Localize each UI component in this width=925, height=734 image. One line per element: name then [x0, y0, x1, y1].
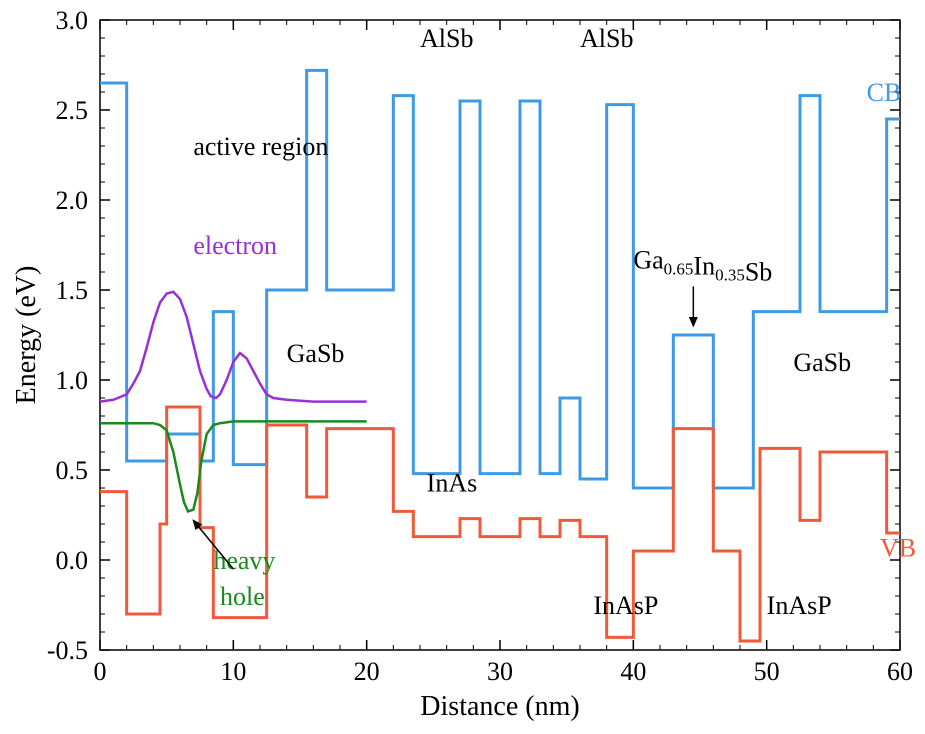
- svg-text:1.5: 1.5: [56, 276, 89, 305]
- svg-text:active region: active region: [193, 132, 328, 161]
- svg-text:0: 0: [94, 657, 107, 686]
- svg-text:InAs: InAs: [427, 469, 478, 498]
- svg-text:0.5: 0.5: [56, 456, 89, 485]
- svg-text:30: 30: [487, 657, 513, 686]
- svg-text:CB: CB: [867, 78, 902, 107]
- svg-text:2.0: 2.0: [56, 186, 89, 215]
- svg-text:2.5: 2.5: [56, 96, 89, 125]
- band-diagram-chart: 0 10 20 30 40 50 60 -0.5 0.0 0.5 1.0 1.5 2.0 2.5 3.0 Di…: [0, 0, 925, 734]
- svg-text:GaSb: GaSb: [287, 339, 345, 368]
- svg-text:AlSb: AlSb: [580, 24, 633, 53]
- svg-text:10: 10: [220, 657, 246, 686]
- svg-text:electron: electron: [193, 231, 277, 260]
- svg-text:50: 50: [754, 657, 780, 686]
- svg-text:GaSb: GaSb: [793, 348, 851, 377]
- svg-text:Energy (eV): Energy (eV): [11, 266, 42, 405]
- svg-text:3.0: 3.0: [56, 6, 89, 35]
- svg-text:VB: VB: [880, 533, 916, 562]
- svg-text:-0.5: -0.5: [47, 636, 88, 665]
- svg-text:0.0: 0.0: [56, 546, 89, 575]
- svg-text:heavy: heavy: [213, 546, 275, 575]
- svg-text:40: 40: [620, 657, 646, 686]
- svg-text:hole: hole: [220, 582, 265, 611]
- svg-text:AlSb: AlSb: [420, 24, 473, 53]
- svg-text:Ga0.65In0.35Sb: Ga0.65In0.35Sb: [633, 245, 772, 286]
- svg-text:InAsP: InAsP: [767, 591, 832, 620]
- svg-text:InAsP: InAsP: [593, 591, 658, 620]
- svg-text:Distance (nm): Distance (nm): [420, 691, 579, 722]
- svg-text:20: 20: [354, 657, 380, 686]
- svg-text:60: 60: [887, 657, 913, 686]
- svg-text:1.0: 1.0: [56, 366, 89, 395]
